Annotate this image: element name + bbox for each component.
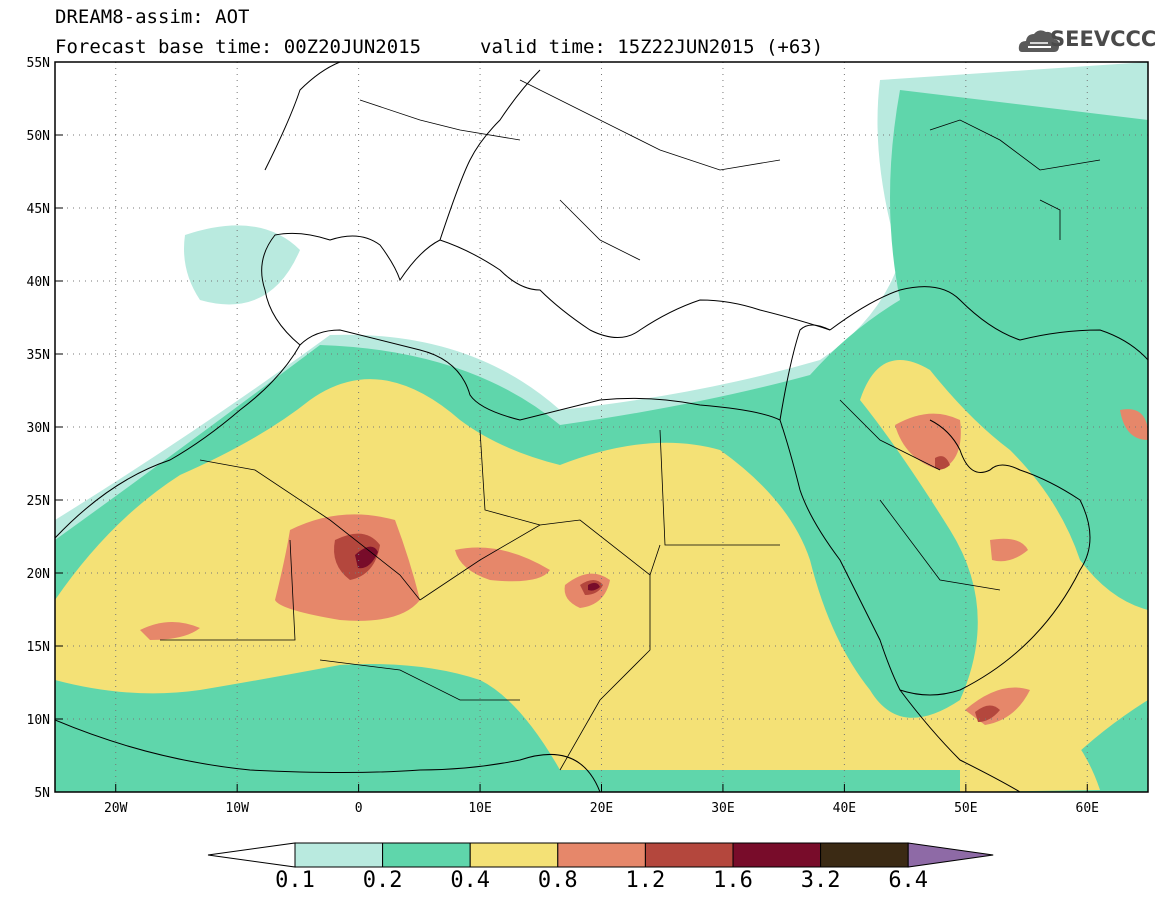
cloud-icon [1018, 30, 1060, 52]
country-borders [160, 79, 1101, 771]
coastlines [55, 62, 1148, 792]
lon-tick-label: 10W [225, 801, 249, 816]
aot-level-1.2-iraq [935, 456, 950, 470]
lat-tick-label: 35N [27, 348, 50, 363]
lat-tick-label: 55N [27, 56, 50, 71]
lat-tick-label: 10N [27, 713, 50, 728]
logo-text: SEEVCCC [1050, 27, 1157, 51]
lat-tick-label: 50N [27, 129, 50, 144]
lat-tick-label: 30N [27, 421, 50, 436]
lat-tick-label: 5N [34, 786, 50, 801]
colorbar-label: 0.1 [275, 868, 315, 893]
lon-tick-label: 30E [711, 801, 734, 816]
lat-tick-label: 45N [27, 202, 50, 217]
aot-level-0.8-iran [1120, 409, 1148, 440]
colorbar-segment [732, 842, 822, 868]
colorbar-label: 3.2 [800, 868, 841, 893]
colorbar-label: 0.8 [537, 868, 578, 893]
forecast-base-time: Forecast base time: 00Z20JUN2015 [55, 36, 422, 58]
colorbar-segment [820, 842, 909, 868]
lon-tick-label: 0 [355, 801, 363, 816]
aot-level-0.1-west [184, 225, 300, 305]
aot-level-1.6-chad [588, 582, 600, 591]
lon-tick-label: 20E [590, 801, 613, 816]
lon-tick-label: 20W [104, 801, 128, 816]
colorbar-label: 0.4 [450, 868, 491, 893]
colorbar-label: 6.4 [888, 868, 929, 893]
lon-tick-label: 50E [954, 801, 977, 816]
lat-tick-label: 40N [27, 275, 50, 290]
colorbar-segment [644, 842, 734, 868]
colorbar-segment [557, 842, 646, 868]
aot-level-1.2-somalia [975, 705, 1000, 722]
lat-tick-label: 25N [27, 494, 50, 509]
lat-lon-grid [55, 62, 1148, 792]
colorbar [207, 842, 994, 868]
colorbar-label: 1.6 [713, 868, 753, 893]
colorbar-segment [294, 842, 384, 868]
colorbar-segment [382, 842, 471, 868]
aot-level-0.8-iraq [895, 413, 961, 470]
axis-ticks: 20W 10W 0 10E 20E 30E 40E 50E 60E 55N 50N 45N 40N 35N… [27, 56, 1100, 816]
lon-tick-label: 40E [833, 801, 856, 816]
lat-tick-label: 20N [27, 567, 50, 582]
colorbar-max-arrow [907, 842, 994, 868]
colorbar-label: 0.2 [362, 868, 403, 893]
lat-tick-label: 15N [27, 640, 50, 655]
lon-tick-label: 10E [468, 801, 491, 816]
map-title: DREAM8-assim: AOT [55, 6, 250, 28]
colorbar-min-arrow [207, 842, 296, 868]
valid-time: valid time: 15Z22JUN2015 (+63) [480, 36, 824, 58]
aot-level-0.8-east [455, 547, 550, 582]
aot-level-0.4 [55, 360, 1148, 770]
aot-level-0.8-west [140, 621, 200, 640]
colorbar-label: 1.2 [625, 868, 666, 893]
lon-tick-label: 60E [1076, 801, 1099, 816]
colorbar-segment [469, 842, 559, 868]
aot-level-0.8-oman [990, 538, 1028, 562]
aot-level-1.6-center [355, 546, 378, 569]
